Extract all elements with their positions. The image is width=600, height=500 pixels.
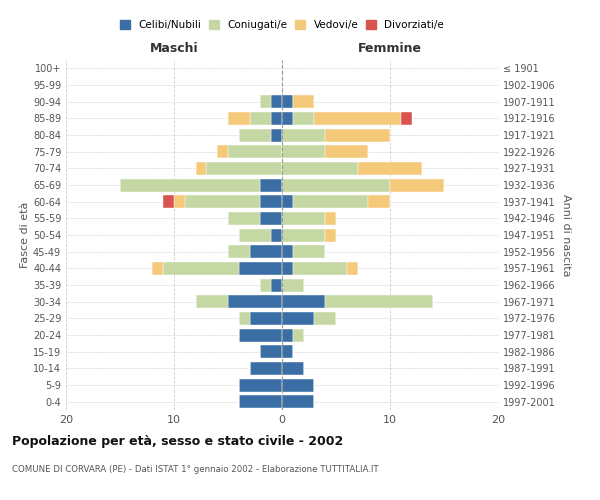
- Bar: [271, 112, 282, 125]
- Bar: [325, 145, 368, 158]
- Bar: [293, 245, 325, 258]
- Bar: [282, 245, 293, 258]
- Bar: [282, 195, 293, 208]
- Bar: [260, 95, 271, 108]
- Text: Maschi: Maschi: [149, 42, 199, 55]
- Bar: [293, 112, 314, 125]
- Bar: [196, 295, 228, 308]
- Bar: [239, 395, 282, 408]
- Bar: [217, 145, 228, 158]
- Bar: [282, 262, 293, 275]
- Bar: [282, 395, 314, 408]
- Bar: [347, 262, 358, 275]
- Bar: [250, 245, 282, 258]
- Bar: [260, 212, 282, 225]
- Bar: [228, 112, 250, 125]
- Bar: [260, 195, 282, 208]
- Bar: [250, 112, 271, 125]
- Bar: [293, 262, 347, 275]
- Bar: [260, 278, 271, 291]
- Bar: [282, 328, 293, 342]
- Bar: [282, 378, 314, 392]
- Bar: [196, 162, 206, 175]
- Bar: [250, 312, 282, 325]
- Bar: [239, 378, 282, 392]
- Bar: [282, 95, 293, 108]
- Bar: [152, 262, 163, 275]
- Bar: [120, 178, 260, 192]
- Bar: [282, 228, 325, 241]
- Bar: [282, 362, 304, 375]
- Bar: [271, 95, 282, 108]
- Bar: [260, 345, 282, 358]
- Bar: [271, 278, 282, 291]
- Text: Popolazione per età, sesso e stato civile - 2002: Popolazione per età, sesso e stato civil…: [12, 435, 343, 448]
- Text: COMUNE DI CORVARA (PE) - Dati ISTAT 1° gennaio 2002 - Elaborazione TUTTITALIA.IT: COMUNE DI CORVARA (PE) - Dati ISTAT 1° g…: [12, 465, 379, 474]
- Bar: [282, 178, 390, 192]
- Bar: [314, 312, 336, 325]
- Y-axis label: Fasce di età: Fasce di età: [20, 202, 30, 268]
- Bar: [239, 228, 271, 241]
- Bar: [325, 212, 336, 225]
- Bar: [282, 345, 293, 358]
- Bar: [282, 128, 325, 141]
- Bar: [282, 112, 293, 125]
- Bar: [206, 162, 282, 175]
- Bar: [228, 295, 282, 308]
- Text: Femmine: Femmine: [358, 42, 422, 55]
- Bar: [325, 228, 336, 241]
- Bar: [293, 195, 368, 208]
- Bar: [282, 212, 325, 225]
- Bar: [282, 162, 358, 175]
- Bar: [239, 328, 282, 342]
- Bar: [271, 228, 282, 241]
- Bar: [282, 295, 325, 308]
- Bar: [239, 128, 271, 141]
- Legend: Celibi/Nubili, Coniugati/e, Vedovi/e, Divorziati/e: Celibi/Nubili, Coniugati/e, Vedovi/e, Di…: [116, 16, 448, 34]
- Bar: [358, 162, 422, 175]
- Bar: [293, 95, 314, 108]
- Bar: [250, 362, 282, 375]
- Bar: [368, 195, 390, 208]
- Bar: [390, 178, 444, 192]
- Bar: [282, 312, 314, 325]
- Bar: [282, 145, 325, 158]
- Bar: [239, 262, 282, 275]
- Bar: [282, 278, 304, 291]
- Bar: [401, 112, 412, 125]
- Bar: [228, 245, 250, 258]
- Y-axis label: Anni di nascita: Anni di nascita: [561, 194, 571, 276]
- Bar: [314, 112, 401, 125]
- Bar: [163, 262, 239, 275]
- Bar: [271, 128, 282, 141]
- Bar: [260, 178, 282, 192]
- Bar: [228, 212, 260, 225]
- Bar: [325, 128, 390, 141]
- Bar: [293, 328, 304, 342]
- Bar: [163, 195, 174, 208]
- Bar: [174, 195, 185, 208]
- Bar: [185, 195, 260, 208]
- Bar: [228, 145, 282, 158]
- Bar: [325, 295, 433, 308]
- Bar: [239, 312, 250, 325]
